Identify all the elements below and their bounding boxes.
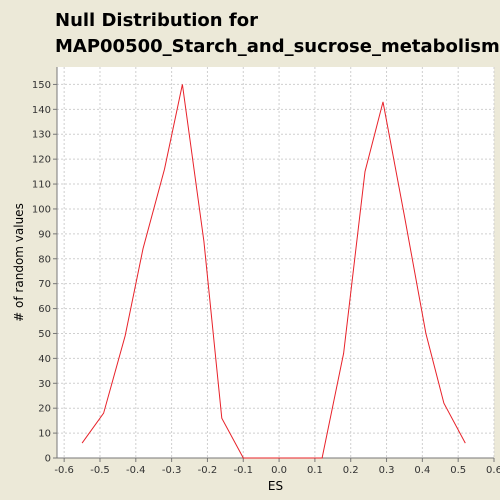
y-tick-label: 150 — [32, 80, 51, 91]
y-tick-label: 20 — [38, 404, 51, 415]
x-tick-label: 0.5 — [450, 465, 466, 476]
y-tick-label: 50 — [38, 329, 51, 340]
y-tick-label: 0 — [45, 454, 51, 465]
x-tick-label: -0.4 — [126, 465, 146, 476]
x-tick-label: 0.4 — [414, 465, 430, 476]
y-tick-label: 130 — [32, 130, 51, 141]
x-tick-label: -0.3 — [162, 465, 182, 476]
y-tick-label: 100 — [32, 204, 51, 215]
x-tick-label: -0.5 — [90, 465, 110, 476]
y-tick-label: 140 — [32, 105, 51, 116]
x-axis-label: ES — [268, 479, 283, 493]
chart-title: Null Distribution for MAP00500_Starch_an… — [55, 8, 500, 60]
y-axis-label: # of random values — [12, 203, 26, 322]
chart-title-line-1: Null Distribution for — [55, 10, 258, 31]
chart-title-line-2: MAP00500_Starch_and_sucrose_metabolism — [55, 36, 500, 57]
y-tick-label: 30 — [38, 379, 51, 390]
series-line — [81, 84, 466, 459]
grid-lines — [57, 67, 495, 458]
plot-area — [57, 67, 494, 458]
x-tick-label: 0.0 — [271, 465, 287, 476]
series-layer — [81, 84, 466, 459]
x-tick-label: 0.1 — [307, 465, 323, 476]
x-tick-label: -0.6 — [54, 465, 74, 476]
y-tick-label: 120 — [32, 155, 51, 166]
y-tick-label: 60 — [38, 304, 51, 315]
ticks: 0 10 20 30 40 50 60 70 80 90 100 110 120 130 140 150 -0.… — [32, 80, 500, 476]
x-tick-label: 0.2 — [343, 465, 359, 476]
y-tick-label: 70 — [38, 279, 51, 290]
x-tick-label: -0.1 — [234, 465, 254, 476]
y-tick-label: 80 — [38, 254, 51, 265]
x-tick-label: -0.2 — [198, 465, 218, 476]
y-tick-label: 90 — [38, 229, 51, 240]
x-tick-label: 0.6 — [486, 465, 500, 476]
y-tick-label: 10 — [38, 429, 51, 440]
y-tick-label: 110 — [32, 180, 51, 191]
y-tick-label: 40 — [38, 354, 51, 365]
x-tick-label: 0.3 — [379, 465, 395, 476]
